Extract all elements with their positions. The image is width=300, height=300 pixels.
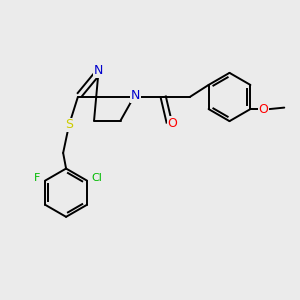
Text: O: O [168, 117, 178, 130]
Text: N: N [94, 64, 103, 77]
Text: O: O [259, 103, 269, 116]
Text: N: N [130, 89, 140, 102]
Text: S: S [65, 118, 73, 131]
Text: Cl: Cl [91, 173, 102, 183]
Text: F: F [34, 173, 40, 183]
